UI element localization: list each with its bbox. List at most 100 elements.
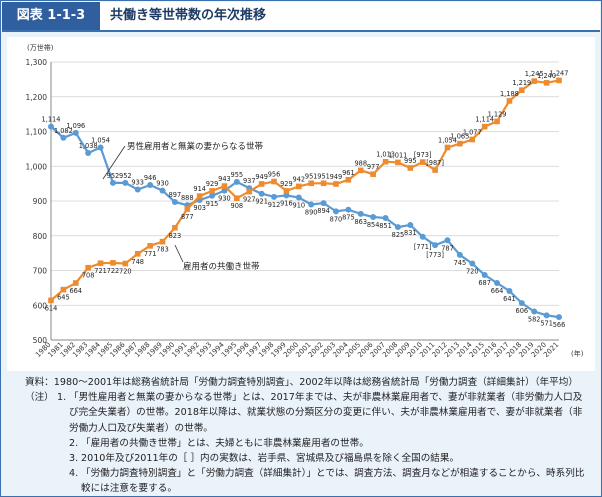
data-point [419, 159, 426, 165]
data-point [85, 264, 91, 271]
note-text: 「労働力調査特別調査」と「労働力調査（詳細集計）」とでは、調査方法、調査月などが… [81, 468, 585, 495]
y-tick-label: 800 [33, 232, 48, 241]
note-text: 2010年及び2011年の［ ］内の実数は、岩手県、宮城県及び福島県を除く全国の… [81, 453, 460, 465]
data-label: 1,065 [450, 133, 469, 141]
data-label: 877 [181, 213, 194, 221]
data-label: 582 [528, 316, 541, 324]
data-point [320, 180, 327, 187]
data-point [469, 260, 476, 267]
data-label: 1,245 [525, 70, 544, 78]
data-point [345, 177, 352, 183]
data-label: 888 [181, 194, 194, 202]
data-label: 1,240 [537, 72, 556, 80]
data-label: 687 [478, 279, 491, 287]
data-label: 1,054 [91, 136, 110, 144]
annotation-tomobataraki: 雇用者の共働き世帯 [183, 261, 260, 272]
data-label: 910 [293, 202, 306, 210]
data-point [85, 150, 92, 157]
notes-block: 資料： 1980～2001年は総務省統計局「労働力調査特別調査」、2002年以降… [25, 375, 585, 497]
data-point [72, 129, 79, 136]
data-label: 951 [305, 172, 318, 180]
data-label: 787 [441, 244, 454, 252]
data-label: 929 [206, 180, 219, 188]
data-point [320, 200, 327, 207]
data-point [159, 187, 166, 194]
data-label: [771] [414, 243, 432, 251]
annotation-sengyo: 男性雇用者と無業の妻からなる世帯 [127, 141, 264, 152]
data-label: 1,096 [66, 122, 85, 130]
data-label: 851 [379, 222, 392, 230]
data-label: 1,038 [79, 142, 98, 150]
data-point [395, 159, 401, 166]
source-row: 資料： 1980～2001年は総務省統計局「労働力調査特別調査」、2002年以降… [25, 375, 585, 390]
data-label: 1,077 [463, 128, 482, 136]
data-point [258, 181, 265, 187]
note-text: 「雇用者の共働き世帯」とは、夫婦ともに非農林業雇用者の世帯。 [81, 437, 369, 449]
data-point [432, 167, 438, 173]
data-point [295, 194, 302, 201]
data-point [283, 192, 290, 199]
data-point [469, 136, 476, 143]
figure-label: 図表 1-1-3 [2, 2, 100, 30]
data-label: 1,114 [475, 116, 494, 124]
data-point [196, 193, 203, 199]
data-point [172, 224, 178, 231]
data-point [60, 286, 67, 293]
data-label: 943 [218, 175, 231, 183]
data-label: 908 [231, 202, 244, 210]
data-label: 988 [354, 159, 367, 167]
data-label: 951 [317, 172, 330, 180]
data-label: 937 [243, 177, 256, 185]
data-point [345, 206, 352, 213]
data-point [271, 178, 277, 185]
data-label: 1,114 [42, 116, 61, 124]
data-point [122, 179, 129, 186]
data-label: 903 [193, 204, 206, 212]
y-tick-label: 1,000 [26, 162, 48, 171]
data-point [48, 123, 54, 130]
data-point [370, 171, 376, 178]
data-label: 748 [131, 258, 144, 266]
data-label: 1,247 [550, 69, 569, 77]
data-point [221, 187, 228, 194]
data-label: 721 [94, 267, 107, 275]
data-point [407, 221, 414, 228]
data-point [506, 288, 513, 295]
data-label: 890 [305, 208, 318, 216]
note-number: 3. [69, 453, 79, 465]
data-label: 825 [392, 231, 405, 239]
data-point [233, 178, 240, 185]
data-point [308, 201, 315, 208]
data-label: 863 [354, 218, 367, 226]
data-label: 930 [218, 195, 231, 203]
data-label: 1,011 [388, 151, 407, 159]
data-point [122, 260, 129, 267]
data-label: 854 [367, 221, 380, 229]
data-point [506, 98, 513, 104]
y-tick-label: 1,300 [26, 58, 48, 67]
data-point [147, 182, 154, 189]
note-row-3: 3. 2010年及び2011年の［ ］内の実数は、岩手県、宮城県及び福島県を除く… [25, 451, 585, 466]
data-point [531, 308, 538, 315]
data-label: [973] [414, 151, 432, 159]
data-label: 571 [540, 319, 553, 327]
data-label: 831 [404, 229, 417, 237]
data-point [407, 165, 414, 171]
data-point [72, 280, 79, 286]
data-label: 927 [243, 196, 256, 204]
data-label: [987] [426, 159, 444, 167]
data-label: 961 [342, 169, 355, 177]
y-tick-label: 1,200 [26, 93, 48, 102]
series-line-segment [409, 146, 449, 172]
data-point [481, 123, 488, 130]
data-point [481, 272, 488, 279]
data-label: 912 [268, 201, 281, 209]
data-point [494, 280, 501, 287]
data-point [332, 208, 339, 215]
data-label: 977 [367, 163, 380, 171]
data-label: 916 [280, 199, 293, 207]
data-point [519, 87, 525, 93]
data-point [296, 183, 302, 190]
data-point [518, 300, 525, 307]
